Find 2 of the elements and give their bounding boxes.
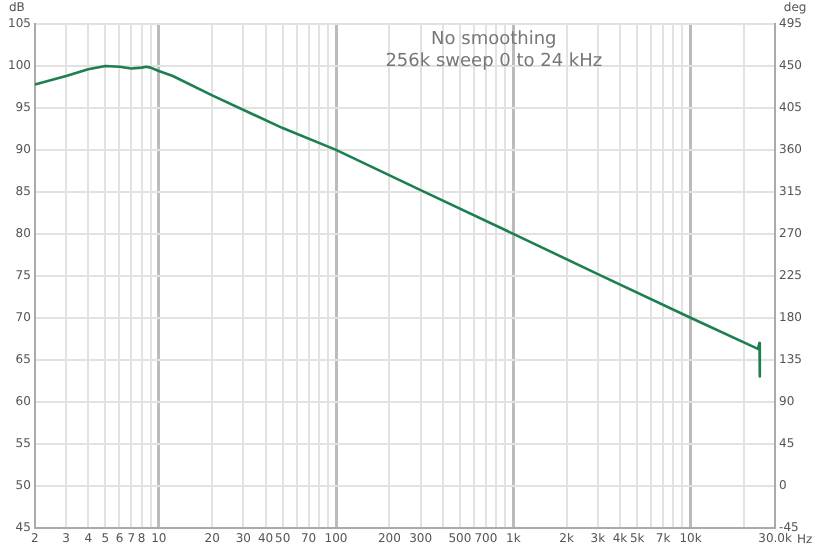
text: 256k sweep 0 to 24 kHz: [385, 51, 603, 72]
chart-title: No smoothing: [431, 29, 557, 50]
